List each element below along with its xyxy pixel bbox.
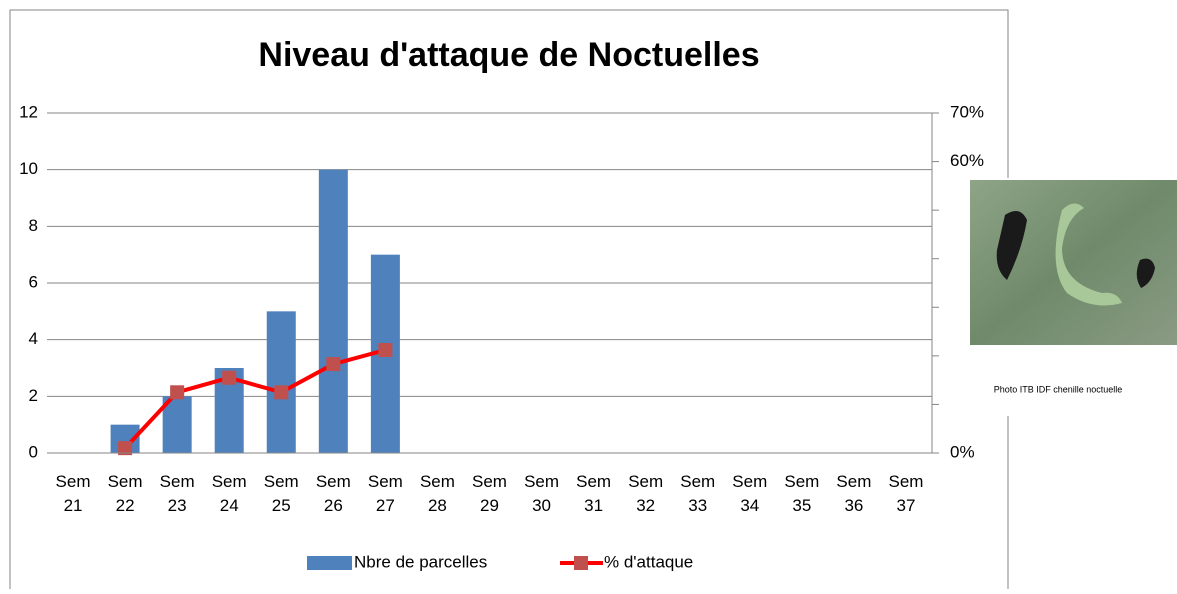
x-tick-label: Sem 21 — [56, 472, 91, 515]
x-tick-label: Sem 23 — [160, 472, 195, 515]
x-tick-label: Sem 35 — [784, 472, 819, 515]
y-tick-label: 8 — [29, 216, 38, 235]
x-tick-label: Sem 27 — [368, 472, 403, 515]
chart-frame — [9, 9, 1009, 594]
legend-swatch — [307, 556, 352, 570]
x-tick-label: Sem 24 — [212, 472, 247, 515]
y-tick-label: 0 — [29, 442, 38, 461]
y-tick-label: 4 — [29, 329, 38, 348]
y2-tick-label: 0% — [950, 442, 975, 461]
line-marker — [118, 441, 133, 456]
x-tick-label: Sem 32 — [628, 472, 663, 515]
x-tick-label: Sem 30 — [524, 472, 559, 515]
y-tick-label: 2 — [29, 386, 38, 405]
x-tick-label: Sem 25 — [264, 472, 299, 515]
x-tick-label: Sem 37 — [888, 472, 923, 515]
legend-label: % d'attaque — [604, 552, 693, 571]
y-tick-label: 10 — [19, 159, 38, 178]
y-tick-label: 12 — [19, 102, 38, 121]
photo-hole — [996, 211, 1027, 280]
y2-tick-label: 60% — [950, 151, 984, 170]
y-tick-label: 6 — [29, 272, 38, 291]
line-marker — [274, 385, 289, 400]
x-tick-label: Sem 22 — [108, 472, 143, 515]
x-tick-label: Sem 26 — [316, 472, 351, 515]
bar — [266, 311, 296, 453]
line-marker — [378, 343, 393, 358]
photo-caption: Photo ITB IDF chenille noctuelle — [994, 384, 1123, 394]
photo-caterpillar — [1055, 203, 1122, 306]
photo-hole — [1136, 258, 1155, 288]
x-tick-label: Sem 29 — [472, 472, 507, 515]
bar — [318, 169, 348, 453]
bar — [162, 396, 192, 453]
x-tick-label: Sem 36 — [836, 472, 871, 515]
x-tick-label: Sem 28 — [420, 472, 455, 515]
line-marker — [170, 385, 185, 400]
legend-swatch — [574, 556, 588, 570]
chart-title: Niveau d'attaque de Noctuelles — [258, 36, 759, 74]
line — [123, 348, 386, 450]
x-tick-label: Sem 31 — [576, 472, 611, 515]
line-marker — [326, 357, 341, 372]
photo — [970, 180, 1177, 345]
legend-label: Nbre de parcelles — [354, 552, 487, 571]
x-tick-label: Sem 34 — [732, 472, 767, 515]
line-marker — [222, 370, 237, 385]
x-tick-label: Sem 33 — [680, 472, 715, 515]
y2-tick-label: 70% — [950, 102, 984, 121]
